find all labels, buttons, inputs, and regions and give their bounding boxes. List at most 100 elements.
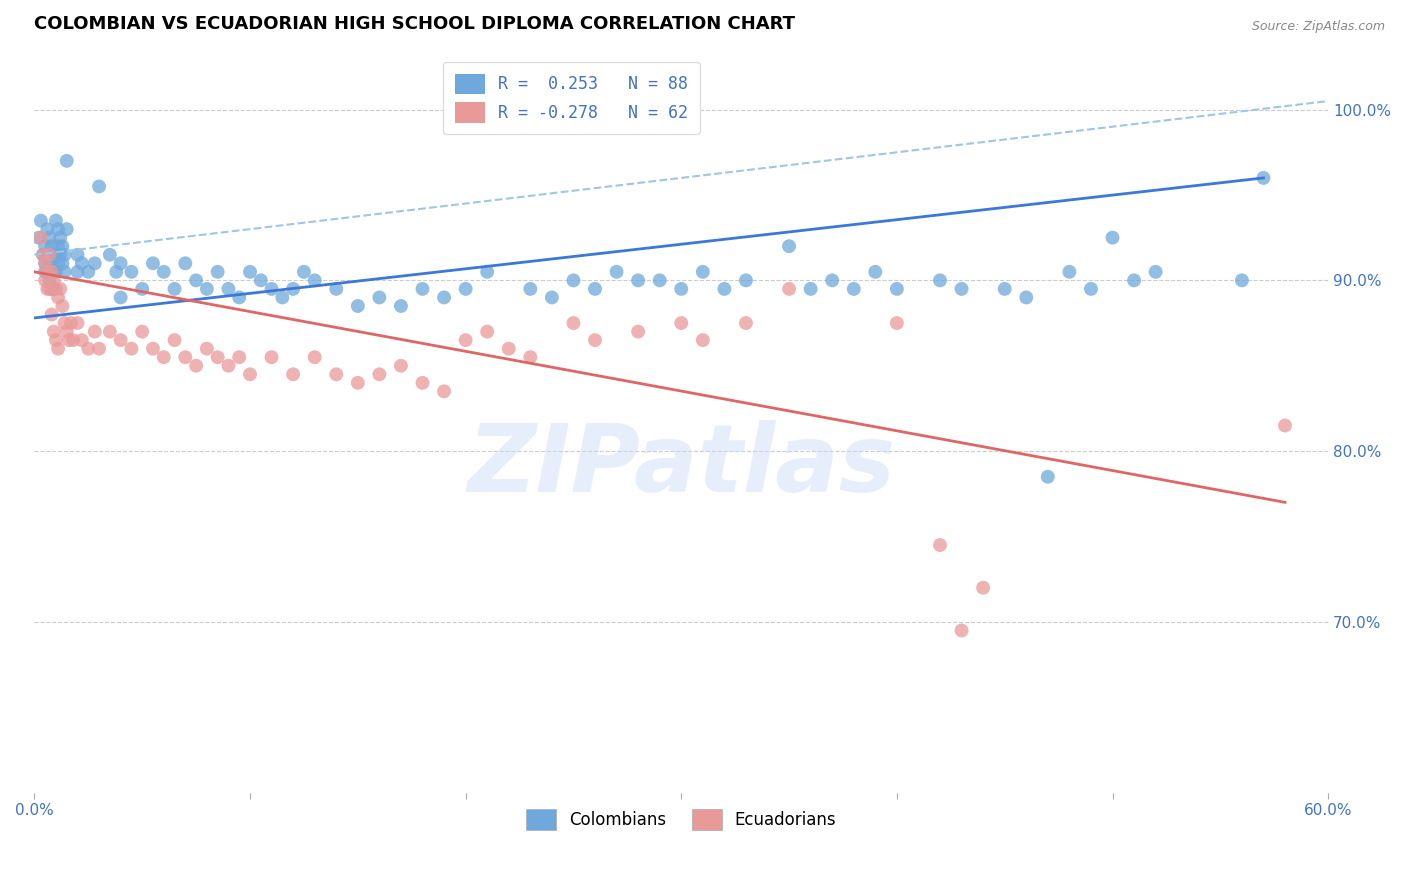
Point xyxy=(886,316,908,330)
Point xyxy=(1101,230,1123,244)
Point xyxy=(195,342,218,356)
Point xyxy=(55,153,77,168)
Point xyxy=(131,282,153,296)
Text: ZIPatlas: ZIPatlas xyxy=(467,420,896,512)
Point xyxy=(49,230,72,244)
Point xyxy=(260,350,283,364)
Point xyxy=(42,265,65,279)
Point xyxy=(55,222,77,236)
Point xyxy=(32,248,55,262)
Point xyxy=(842,282,865,296)
Point xyxy=(671,316,693,330)
Point xyxy=(1059,265,1081,279)
Point xyxy=(42,273,65,287)
Point xyxy=(45,333,67,347)
Point xyxy=(51,299,73,313)
Point xyxy=(58,333,80,347)
Point xyxy=(562,273,585,287)
Point xyxy=(110,333,132,347)
Point xyxy=(42,282,65,296)
Point xyxy=(519,350,541,364)
Point xyxy=(174,350,197,364)
Point xyxy=(38,273,60,287)
Point xyxy=(37,222,59,236)
Point xyxy=(163,282,186,296)
Point xyxy=(433,384,456,399)
Point xyxy=(42,325,65,339)
Point xyxy=(49,282,72,296)
Point xyxy=(950,282,973,296)
Point xyxy=(778,282,800,296)
Point xyxy=(41,265,63,279)
Text: COLOMBIAN VS ECUADORIAN HIGH SCHOOL DIPLOMA CORRELATION CHART: COLOMBIAN VS ECUADORIAN HIGH SCHOOL DIPL… xyxy=(34,15,796,33)
Point xyxy=(98,325,121,339)
Point xyxy=(49,248,72,262)
Point xyxy=(30,230,52,244)
Point xyxy=(184,273,207,287)
Point xyxy=(142,256,165,270)
Point xyxy=(195,282,218,296)
Point xyxy=(120,265,142,279)
Point xyxy=(454,333,477,347)
Point xyxy=(41,308,63,322)
Point xyxy=(994,282,1017,296)
Point xyxy=(519,282,541,296)
Point xyxy=(389,359,412,373)
Point xyxy=(28,230,51,244)
Point xyxy=(77,265,100,279)
Point xyxy=(671,282,693,296)
Point xyxy=(120,342,142,356)
Point xyxy=(1230,273,1253,287)
Point xyxy=(34,256,56,270)
Point xyxy=(281,368,304,382)
Point xyxy=(1123,273,1146,287)
Point xyxy=(260,282,283,296)
Text: Source: ZipAtlas.com: Source: ZipAtlas.com xyxy=(1251,20,1385,33)
Point xyxy=(32,248,55,262)
Point xyxy=(38,230,60,244)
Point xyxy=(42,248,65,262)
Point xyxy=(228,290,250,304)
Point xyxy=(38,282,60,296)
Point xyxy=(83,256,105,270)
Point xyxy=(304,350,326,364)
Point xyxy=(45,282,67,296)
Point xyxy=(98,248,121,262)
Point xyxy=(821,273,844,287)
Point xyxy=(66,265,89,279)
Point xyxy=(34,273,56,287)
Point xyxy=(346,376,368,390)
Point xyxy=(1274,418,1296,433)
Point xyxy=(950,624,973,638)
Point xyxy=(163,333,186,347)
Point xyxy=(174,256,197,270)
Point xyxy=(70,256,93,270)
Point xyxy=(800,282,823,296)
Point xyxy=(37,265,59,279)
Point xyxy=(37,282,59,296)
Point xyxy=(62,333,84,347)
Point xyxy=(46,256,69,270)
Point xyxy=(45,213,67,227)
Point xyxy=(325,368,347,382)
Point xyxy=(692,265,714,279)
Point xyxy=(627,325,650,339)
Point xyxy=(55,325,77,339)
Point xyxy=(433,290,456,304)
Point xyxy=(184,359,207,373)
Point xyxy=(38,256,60,270)
Point xyxy=(865,265,887,279)
Point xyxy=(477,265,499,279)
Point xyxy=(972,581,994,595)
Point xyxy=(41,282,63,296)
Point xyxy=(292,265,315,279)
Point xyxy=(713,282,735,296)
Point xyxy=(583,282,606,296)
Point xyxy=(152,350,174,364)
Point xyxy=(34,256,56,270)
Point xyxy=(886,282,908,296)
Point xyxy=(929,273,952,287)
Point xyxy=(37,248,59,262)
Point xyxy=(53,248,76,262)
Point xyxy=(1036,469,1059,483)
